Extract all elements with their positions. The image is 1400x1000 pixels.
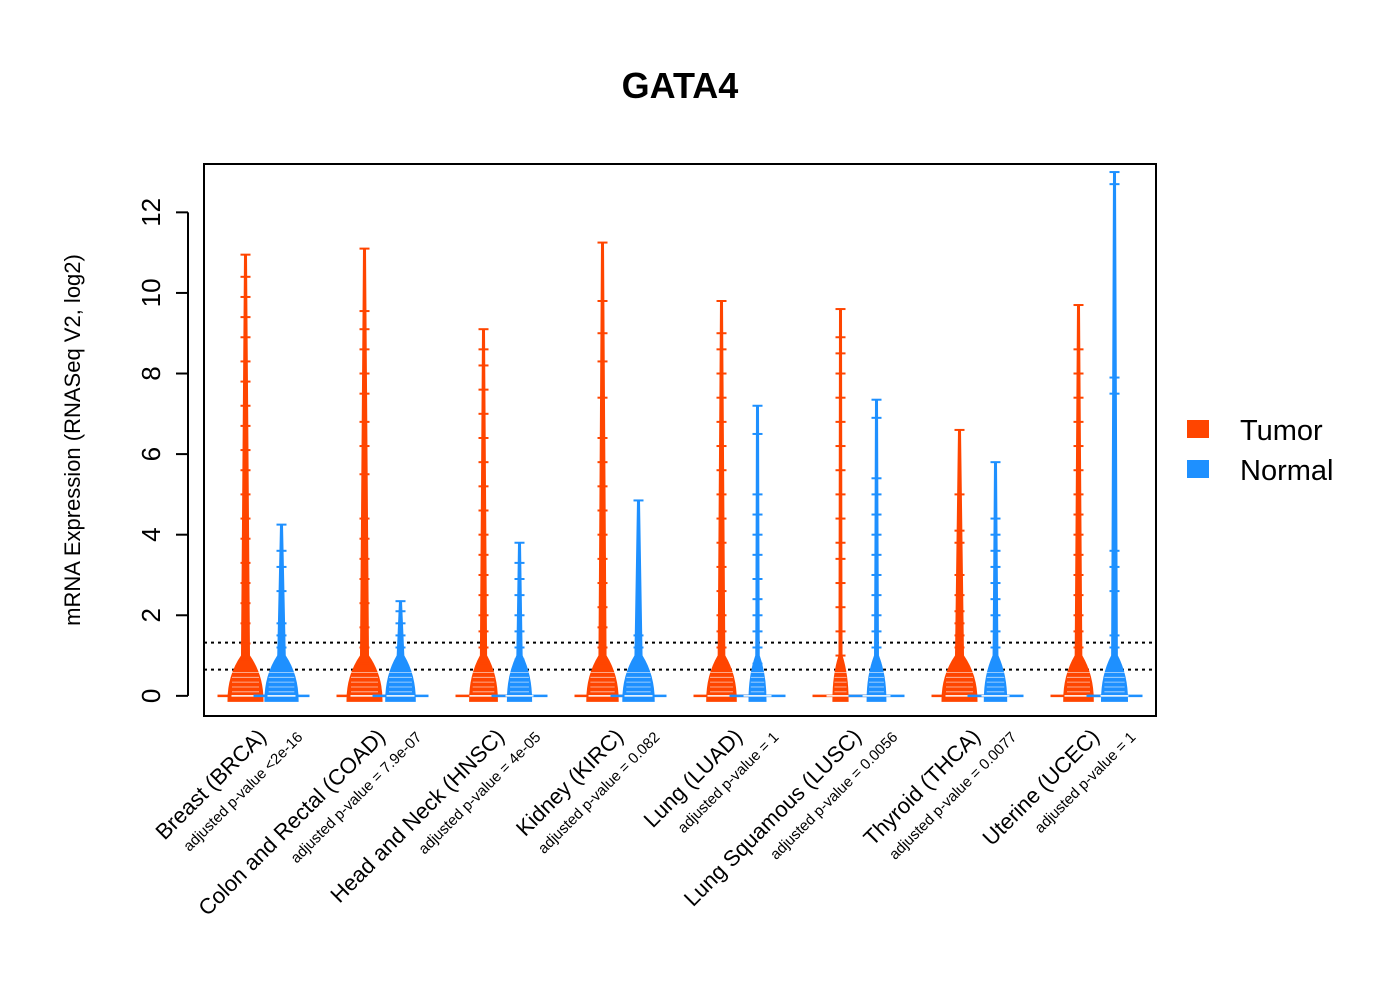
y-tick-label: 8: [136, 366, 166, 380]
chart-title: GATA4: [622, 65, 739, 106]
bean-tumor: [693, 299, 750, 702]
bean-normal-shape: [866, 399, 887, 702]
bean-tumor: [217, 253, 274, 702]
y-tick-label: 2: [136, 608, 166, 622]
bean-normal: [1086, 171, 1143, 702]
legend-swatch-tumor: [1187, 420, 1209, 438]
bean-tumor: [1050, 304, 1107, 702]
bean-tumor: [574, 241, 631, 702]
bean-tumor-shape: [1063, 305, 1094, 702]
y-tick-label: 12: [136, 198, 166, 227]
y-axis: 0 2 4 6 8 10 12: [136, 198, 189, 703]
legend-label-tumor: Tumor: [1240, 415, 1323, 447]
bean-tumor-shape: [469, 329, 498, 702]
bean-normal-shape: [748, 405, 767, 702]
y-axis-label: mRNA Expression (RNASeq V2, log2): [60, 254, 85, 626]
bean-normal: [610, 499, 667, 702]
y-tick-label: 4: [136, 527, 166, 541]
bean-tumor-shape: [227, 254, 264, 702]
bean-normal-shape: [506, 542, 533, 702]
legend-swatch-normal: [1187, 460, 1209, 478]
bean-normal: [848, 398, 905, 702]
bean-normal: [253, 523, 310, 702]
bean-normal-shape: [264, 524, 299, 702]
bean-normal-shape: [1100, 172, 1129, 702]
bean-tumor: [336, 247, 393, 702]
plot-frame: [203, 163, 1157, 717]
bean-normal: [729, 404, 786, 702]
bean-normal: [491, 541, 548, 702]
bean-tumor-shape: [941, 429, 978, 702]
reference-lines: [204, 641, 1156, 671]
bean-normal: [372, 600, 429, 702]
y-tick-label: 6: [136, 447, 166, 461]
bean-normal-shape: [622, 500, 655, 702]
bean-group: [217, 171, 1143, 702]
bean-tumor-shape: [706, 300, 737, 702]
bean-tumor-shape: [586, 242, 619, 702]
bean-normal-shape: [385, 601, 416, 702]
x-axis-labels: Breast (BRCA)adjusted p-value <2e-16Colo…: [150, 724, 1139, 921]
bean-normal-shape: [983, 462, 1008, 702]
bean-normal: [967, 461, 1024, 702]
legend: Tumor Normal: [1187, 415, 1333, 487]
bean-tumor-shape: [832, 309, 849, 702]
bean-tumor: [455, 328, 512, 702]
bean-tumor-shape: [346, 248, 383, 702]
legend-label-normal: Normal: [1240, 455, 1333, 487]
y-tick-label: 0: [136, 689, 166, 703]
bean-tumor: [931, 428, 988, 702]
y-tick-label: 10: [136, 278, 166, 307]
